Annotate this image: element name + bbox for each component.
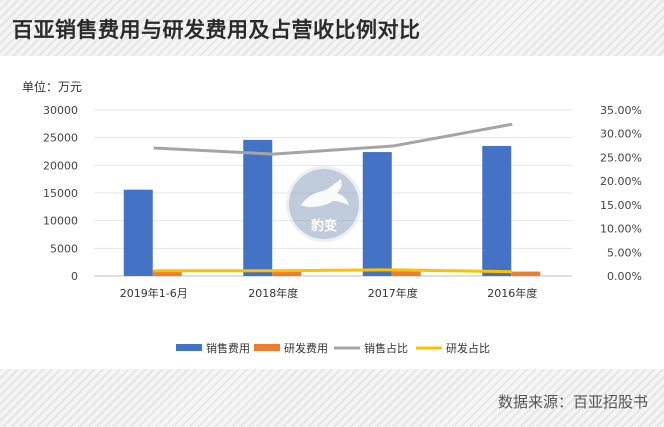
category-label: 2016年度 <box>487 286 537 300</box>
legend: 销售费用 研发费用 销售占比 研发占比 <box>176 341 490 355</box>
watermark-text: 豹变 <box>310 219 337 234</box>
right-axis-ticks: 0.00% 5.00% 10.00% 15.00% 20.00% 25.00% 30.00%… <box>600 104 642 283</box>
line-rd-ratio <box>153 268 513 274</box>
unit-label: 单位：万元 <box>22 80 83 94</box>
legend-label: 研发占比 <box>446 341 490 355</box>
left-tick-label: 5000 <box>50 242 78 255</box>
left-tick-label: 15000 <box>43 187 78 200</box>
right-tick-label: 5.00% <box>607 246 642 259</box>
source-note: 数据来源：百亚招股书 <box>497 393 648 411</box>
category-label: 2017年度 <box>368 286 418 300</box>
right-tick-label: 10.00% <box>600 223 642 236</box>
legend-label: 销售占比 <box>364 341 408 355</box>
bar-rd-expense <box>511 271 541 276</box>
line-series <box>153 122 513 274</box>
right-tick-label: 0.00% <box>607 270 642 283</box>
legend-label: 销售费用 <box>206 341 250 355</box>
leopard-icon <box>301 179 349 207</box>
footer-band <box>0 369 664 427</box>
left-tick-label: 25000 <box>43 132 78 145</box>
watermark-logo: 豹变 <box>286 166 362 242</box>
category-label: 2019年1-6月 <box>120 286 188 300</box>
bar-sales-expense <box>482 145 512 276</box>
legend-label: 研发费用 <box>284 341 328 355</box>
bar-rd-expense <box>272 269 302 276</box>
category-label: 2018年度 <box>248 286 298 300</box>
right-tick-label: 35.00% <box>600 104 642 117</box>
left-axis-ticks: 0 5000 10000 15000 20000 25000 30000 <box>43 104 78 283</box>
bar-sales-expense <box>123 189 153 276</box>
chart-title: 百亚销售费用与研发费用及占营收比例对比 <box>12 18 421 42</box>
right-tick-label: 25.00% <box>600 151 642 164</box>
header-band <box>0 0 664 56</box>
left-tick-label: 10000 <box>43 215 78 228</box>
right-tick-label: 30.00% <box>600 128 642 141</box>
legend-swatch <box>254 344 280 351</box>
line-sales-ratio <box>153 122 513 156</box>
bar-sales-expense <box>362 152 392 276</box>
bar-rd-expense <box>391 269 421 276</box>
category-labels: 2019年1-6月 2018年度 2017年度 2016年度 <box>120 286 537 300</box>
bar-series <box>123 139 541 276</box>
chart-canvas: 0 5000 10000 15000 20000 25000 30000 0.00% 5.00… <box>43 104 642 355</box>
bar-sales-expense <box>243 139 273 276</box>
bar-rd-expense <box>152 270 182 276</box>
right-tick-label: 20.00% <box>600 175 642 188</box>
right-tick-label: 15.00% <box>600 199 642 212</box>
left-tick-label: 30000 <box>43 104 78 117</box>
legend-swatch <box>176 344 202 351</box>
left-tick-label: 0 <box>71 270 78 283</box>
left-tick-label: 20000 <box>43 159 78 172</box>
